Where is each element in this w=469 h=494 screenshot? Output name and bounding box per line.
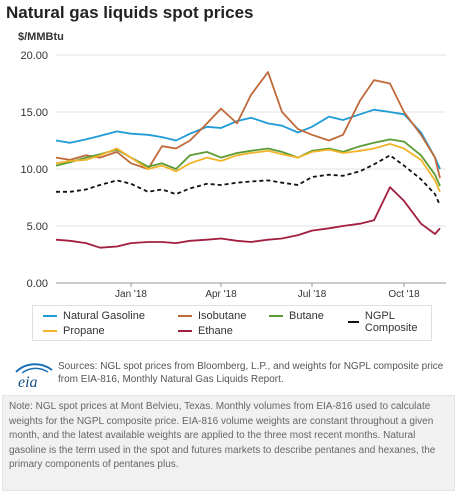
series-line-ethane [55, 186, 441, 249]
eia-logo-text: eia [18, 374, 38, 390]
chart-legend: Natural Gasoline Isobutane Butane NGPL Comp… [32, 305, 432, 341]
y-tick-label: 20.00 [20, 50, 48, 62]
legend-label: NGPL Composite [364, 310, 418, 334]
series-line-ngpl-composite [56, 154, 441, 206]
series-line-natural-gasoline [55, 108, 441, 170]
series-line-isobutane [55, 71, 441, 179]
legend-item: Butane [269, 310, 324, 322]
legend-label: Ethane [198, 325, 233, 337]
legend-swatch [348, 321, 359, 323]
legend-item: Isobutane [178, 310, 246, 322]
legend-item: Propane [43, 325, 105, 337]
series-line-propane [55, 142, 441, 193]
y-tick-label: 5.00 [27, 221, 48, 233]
y-tick-label: 10.00 [20, 164, 48, 176]
legend-item: Natural Gasoline [43, 310, 145, 322]
legend-label: Natural Gasoline [63, 310, 145, 322]
y-tick-label: 0.00 [27, 278, 48, 290]
legend-label: Isobutane [198, 310, 247, 322]
y-tick-label: 15.00 [20, 107, 48, 119]
source-text: Sources: NGL spot prices from Bloomberg,… [58, 361, 444, 385]
note-box: Note: NGL spot prices at Mont Belvieu, T… [2, 395, 455, 491]
x-tick-label: Jul '18 [298, 289, 327, 300]
legend-swatch [43, 315, 57, 317]
x-tick-label: Apr '18 [205, 289, 237, 300]
x-tick-label: Jan '18 [115, 289, 147, 300]
legend-item: Ethane [178, 325, 233, 337]
y-axis-unit: $/MMBtu [18, 31, 64, 43]
chart-title: Natural gas liquids spot prices [6, 3, 254, 22]
legend-swatch [178, 330, 192, 332]
source-block: eia Sources: NGL spot prices from Bloomb… [6, 358, 461, 392]
x-tick-label: Oct '18 [388, 289, 420, 300]
legend-swatch [178, 315, 192, 317]
legend-swatch [43, 330, 57, 332]
legend-label: Propane [63, 325, 105, 337]
eia-logo-icon: eia [15, 363, 53, 390]
legend-label: Butane [289, 310, 324, 322]
legend-swatch [269, 315, 283, 317]
legend-item: NGPL Composite [348, 310, 431, 334]
chart-plot: 0.00 5.00 10.00 15.00 20.00 Jan '18 Apr '18 Jul… [20, 50, 446, 300]
